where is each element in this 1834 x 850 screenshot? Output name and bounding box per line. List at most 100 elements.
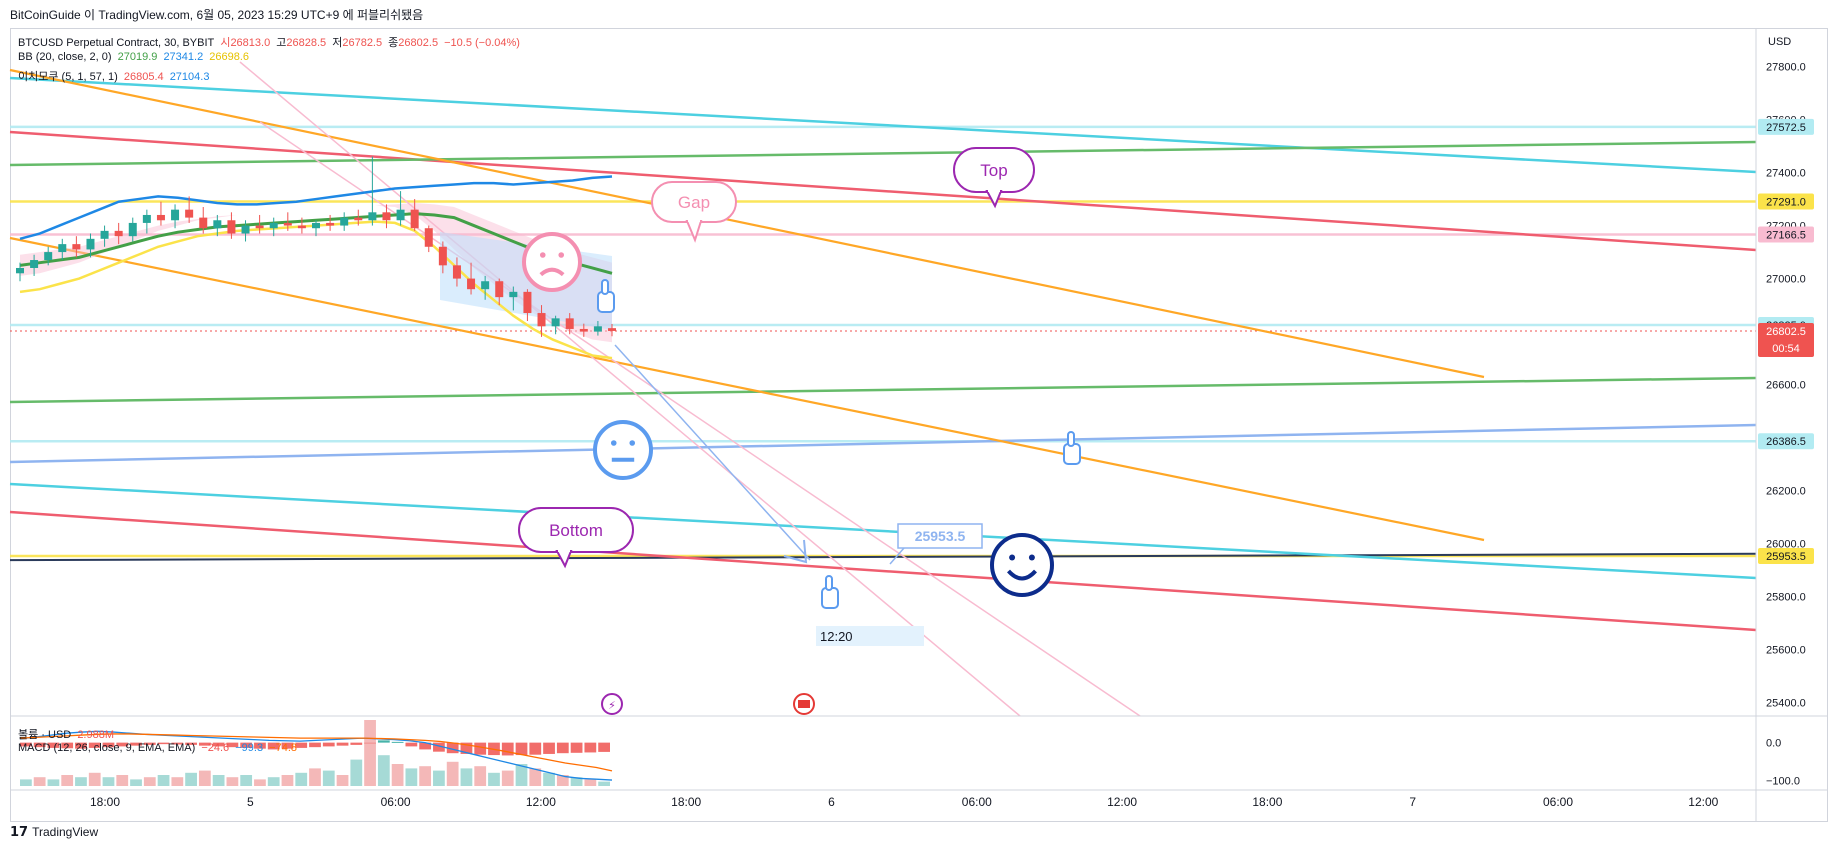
trend-line [614,344,811,561]
price-tag-label: 25953.5 [1766,551,1806,563]
x-tick-label: 7 [1409,795,1416,809]
volume-bar [267,777,280,786]
macd-hist-bar [336,742,349,746]
price-tag-box [1758,193,1814,210]
macd-hist-bar [267,742,280,750]
trend-line [9,482,1757,580]
legend-close-label: 종 [388,37,399,49]
price-tag-label: 27572.5 [1766,122,1806,134]
candle-body [156,214,165,221]
legend-volume-value: 2.988M [77,729,115,741]
hand-pointer-icon-3-palm [821,587,839,609]
legend-high: 26828.5 [286,37,327,49]
macd-hist-bar [515,742,528,756]
macd-hist-bar [185,742,197,745]
publish-caption: BitCoinGuide 이 TradingView.com, 6월 05, 2… [10,8,424,22]
y-tick-label: 25400.0 [1766,698,1806,710]
top-bubble-tail-mask [988,188,1000,192]
volume-bar [570,777,583,786]
volume-bar [171,777,184,786]
macd-hist-bar [240,742,253,748]
top-bubble: Top [953,147,1035,209]
macd-hist-bar [157,742,170,745]
target-price-pointer [889,547,905,565]
candle-body [128,222,137,237]
bottom-bubble-label: Bottom [549,521,603,540]
candle-body [410,209,419,229]
bottom-bubble-tail-mask [558,548,570,552]
macd-hist-bar [556,742,569,754]
y-tick-label: 25600.0 [1766,645,1806,657]
trend-line [9,236,1485,542]
y-tick-label: 27800.0 [1766,62,1806,74]
macd-hist-bar [198,742,211,746]
macd-hist-bar [446,742,459,754]
macd-signal-line [19,733,613,772]
candle-body [326,222,335,226]
candle-body [368,212,377,221]
legend-ichimoku-row: 이치모쿠 (5, 1, 57, 1) 26805.4 27104.3 [18,68,212,84]
sad-face-icon [522,232,582,292]
neutral-face-icon [593,420,653,480]
volume-bar [102,777,115,786]
candle-body [382,212,391,221]
macd-hist-bar [377,740,390,743]
volume-bar [240,775,253,786]
volume-bar [212,775,225,786]
macd-line [19,730,613,781]
volume-bar [501,770,514,786]
candle-body [424,228,433,247]
x-tick-label: 12:00 [1107,795,1137,809]
macd-hist-bar [171,742,184,745]
price-tag-box [1758,548,1814,565]
candle-body [481,281,490,290]
candle-body [452,265,461,279]
macd-hist-bar [102,742,115,748]
macd-hist-bar [529,742,542,755]
candle-body [523,291,532,314]
candle-body [396,209,405,221]
x-tick-label: 18:00 [1252,795,1282,809]
macd-hist-bar [143,742,156,745]
macd-hist-bar [322,742,335,747]
trend-line [9,140,1757,167]
macd-hist-bar [309,742,321,748]
sad-face-icon-outline [522,232,582,292]
candle-body [537,313,546,327]
y-tick-label: 26600.0 [1766,380,1806,392]
candle-body [354,217,363,221]
trend-line [9,130,1757,252]
volume-bar [116,775,129,786]
legend-bb-upper: 27341.2 [163,51,204,63]
hand-pointer-icon-2 [1063,431,1081,465]
trend-line [9,68,1485,379]
happy-face-icon-mouth [1007,569,1037,581]
y-tick-label: 25800.0 [1766,592,1806,604]
macd-hist-bar [281,742,294,749]
macd-hist-bar [20,742,32,747]
y-tick-label: 27400.0 [1766,168,1806,180]
candle-body [579,328,588,332]
price-tag: 27572.5 [1758,118,1814,135]
candle-body [608,328,616,331]
volume-bar [143,777,156,786]
trend-line [239,61,1021,717]
volume-bar [309,768,321,786]
macd-hist-bar [419,742,432,750]
macd-hist-bar [75,742,87,749]
volume-bar [460,768,473,786]
trend-line [259,121,1141,717]
bottom-bubble-shape [518,507,634,553]
macd-hist-bar [474,742,487,755]
macd-tick-label: −100.0 [1766,775,1800,787]
hand-pointer-icon-2-finger [1067,431,1075,447]
candle-body [30,260,39,268]
legend-ichimoku-b: 27104.3 [169,71,210,83]
y-tick-label: 27000.0 [1766,274,1806,286]
legend-bb-basis: 27019.9 [117,51,158,63]
price-tag-label: 27291.0 [1766,196,1806,208]
candle-body [509,291,518,298]
volume-bar [61,775,74,786]
volume-bar [433,770,445,786]
